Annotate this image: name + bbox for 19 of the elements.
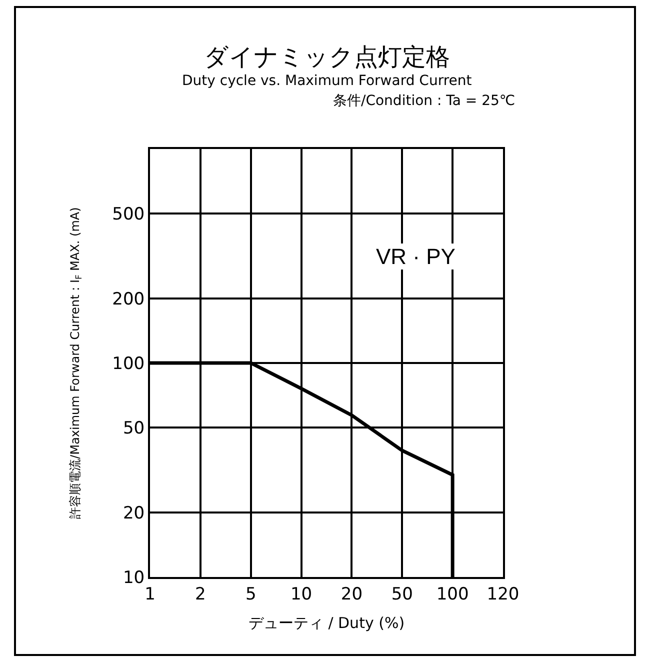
x-tick-label: 120 bbox=[486, 584, 520, 604]
chart-title: ダイナミック点灯定格 bbox=[204, 43, 450, 71]
y-tick-label: 10 bbox=[122, 568, 145, 588]
x-axis-title: デューティ / Duty (%) bbox=[248, 614, 405, 632]
y-tick-label: 50 bbox=[122, 418, 145, 438]
x-tick-label: 5 bbox=[245, 584, 256, 604]
y-tick-label: 200 bbox=[112, 290, 145, 310]
x-tick-label: 50 bbox=[391, 584, 413, 604]
y-tick-label: 500 bbox=[112, 204, 145, 224]
x-tick-label: 2 bbox=[195, 584, 206, 604]
x-tick-label: 20 bbox=[340, 584, 363, 604]
y-tick-label: 100 bbox=[112, 354, 145, 374]
x-tick-label: 1 bbox=[144, 584, 156, 604]
y-tick-label: 20 bbox=[122, 504, 145, 524]
text: 条件/Condition : Ta = 25℃ bbox=[333, 93, 516, 109]
x-tick-label: 100 bbox=[436, 584, 469, 604]
x-tick-label: 10 bbox=[290, 584, 312, 604]
text: VR · PY bbox=[376, 244, 456, 269]
chart-subtitle: Duty cycle vs. Maximum Forward Current bbox=[182, 73, 472, 89]
